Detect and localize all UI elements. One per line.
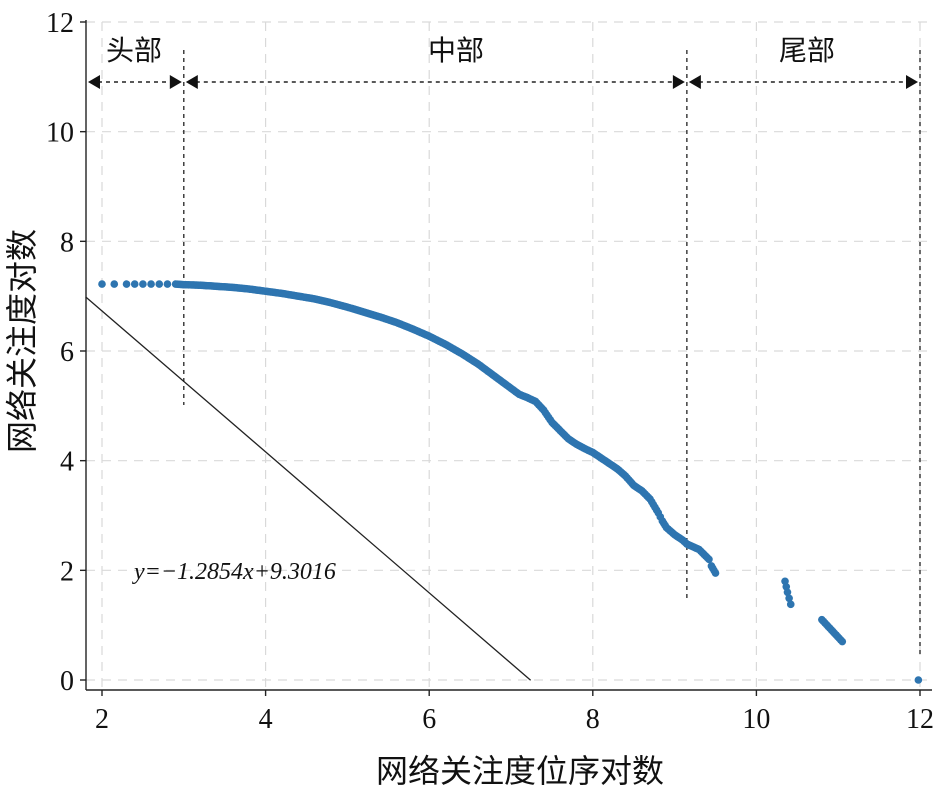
x-tick-label-2: 6 (422, 704, 436, 735)
y-tick-label-6: 12 (46, 8, 74, 39)
x-tick-label-4: 10 (742, 704, 770, 735)
y-tick-label-5: 10 (46, 118, 74, 149)
y-tick-label-2: 4 (60, 447, 74, 478)
data-point-2 (122, 280, 131, 288)
fit-equation-label: y=−1.2854x+9.3016 (132, 559, 336, 585)
data-point-335 (705, 555, 713, 564)
segment-arrow-right-0 (169, 75, 182, 89)
x-axis-label: 网络关注度位序对数 (376, 752, 664, 790)
y-tick-label-4: 8 (60, 227, 74, 258)
segment-arrow-left-1 (185, 75, 198, 89)
y-tick-label-1: 2 (60, 556, 74, 587)
data-point-7 (163, 280, 172, 288)
fit-line (85, 296, 532, 681)
axes (85, 20, 932, 691)
y-axis-label: 网络关注度对数 (3, 229, 41, 453)
segment-label-1: 中部 (428, 34, 484, 67)
data-point-4 (139, 280, 147, 288)
segments: 头部 中部 尾部 (88, 34, 921, 655)
data-point-0 (98, 280, 106, 288)
data-point-1 (110, 280, 119, 288)
segment-arrow-left-2 (688, 75, 701, 89)
fit-line-group (85, 296, 532, 681)
data-point-343 (785, 594, 793, 603)
segment-arrow-right-1 (672, 75, 685, 89)
data-point-339 (711, 569, 720, 577)
segment-arrow-left-0 (88, 75, 100, 89)
segment-arrow-right-2 (906, 75, 918, 89)
grid (86, 21, 932, 690)
data-point-358 (838, 637, 847, 646)
data-points (98, 280, 923, 684)
segment-label-2: 尾部 (779, 34, 835, 67)
x-tick-label-5: 12 (906, 704, 934, 735)
y-tick-label-3: 6 (60, 337, 74, 368)
data-point-3 (130, 280, 139, 288)
data-point-344 (786, 600, 795, 609)
data-point-342 (783, 588, 792, 597)
x-tick-label-3: 8 (586, 704, 600, 735)
x-tick-label-1: 4 (259, 704, 273, 735)
data-point-5 (147, 280, 155, 288)
data-point-6 (155, 280, 164, 288)
x-tick-label-0: 2 (95, 704, 109, 735)
y-tick-label-0: 0 (60, 666, 74, 697)
data-point-359 (914, 676, 923, 684)
segment-label-0: 头部 (106, 34, 162, 67)
